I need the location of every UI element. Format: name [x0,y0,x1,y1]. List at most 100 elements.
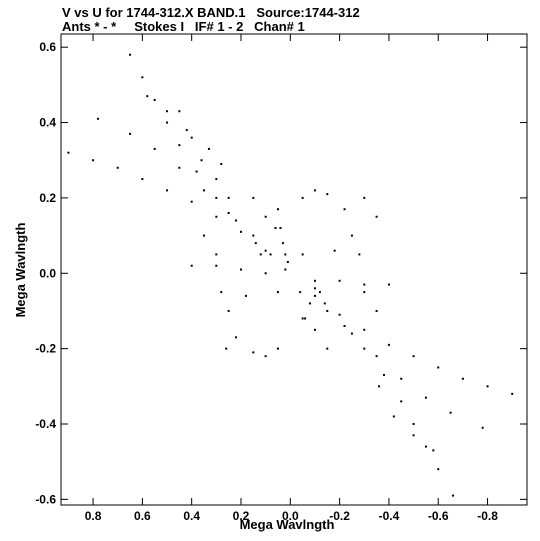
data-point [301,196,304,199]
data-point [343,325,346,328]
data-point [227,309,230,312]
y-tick-label: -0.6 [35,492,56,506]
data-point [284,253,287,256]
data-point [259,253,262,256]
plot-frame [60,33,528,506]
data-point [323,302,326,305]
x-tick-label: -0.8 [477,509,498,523]
data-point [153,147,156,150]
data-point [264,355,267,358]
x-tick-label: 0.4 [183,509,200,523]
data-point [313,287,316,290]
data-point [481,426,484,429]
data-point [269,253,272,256]
data-point [350,234,353,237]
data-point [195,170,198,173]
data-point [299,291,302,294]
x-tick-label: -0.2 [329,509,350,523]
data-point [178,144,181,147]
data-point [392,415,395,418]
data-point [252,196,255,199]
data-point [304,317,307,320]
data-point [309,302,312,305]
data-point [437,366,440,369]
data-point [363,328,366,331]
data-point [412,355,415,358]
data-point [452,494,455,497]
data-point [185,129,188,132]
data-point [286,260,289,263]
data-point [281,242,284,245]
chart-subtitle: Ants * - * Stokes I IF# 1 - 2 Chan# 1 [62,19,305,34]
data-point [301,317,304,320]
data-point [432,449,435,452]
y-axis-label: Mega Wavlngth [13,223,28,318]
data-point [363,347,366,350]
x-tick-label: 0.2 [233,509,250,523]
data-point [343,208,346,211]
data-point [301,253,304,256]
data-point [424,445,427,448]
data-point [96,117,99,120]
data-point [313,328,316,331]
data-point [203,234,206,237]
data-point [412,422,415,425]
data-point [215,253,218,256]
data-point [141,76,144,79]
data-point [511,392,514,395]
data-point [449,411,452,414]
data-point [92,159,95,162]
data-point [239,230,242,233]
data-point [378,385,381,388]
data-point [358,253,361,256]
y-tick-label: -0.2 [35,342,56,356]
data-point [220,291,223,294]
data-point [276,347,279,350]
data-point [461,377,464,380]
y-tick-label: 0.0 [39,266,56,280]
data-point [363,283,366,286]
y-tick-label: 0.6 [39,40,56,54]
data-point [252,234,255,237]
data-point [153,98,156,101]
data-point [326,309,329,312]
data-point [129,53,132,56]
data-point [424,396,427,399]
data-point [274,227,277,230]
y-tick-label: 0.4 [39,116,56,130]
data-point [215,196,218,199]
y-ticks: 0.6 0.4 0.2 0.0 -0.2 -0.4 -0.6 [35,40,527,506]
x-tick-label: -0.4 [379,509,400,523]
x-tick-label: -0.6 [428,509,449,523]
data-point [178,110,181,113]
data-point [254,242,257,245]
data-point [326,347,329,350]
data-point [486,385,489,388]
data-point [284,268,287,271]
chart-title: V vs U for 1744-312.X BAND.1 Source:1744… [62,5,360,20]
data-point [220,162,223,165]
data-point [387,283,390,286]
data-point [235,219,238,222]
data-point [382,374,385,377]
data-point [375,355,378,358]
x-ticks: 0.8 0.6 0.4 0.2 0.0 -0.2 -0.4 -0.6 -0.8 [85,34,498,523]
data-point [190,264,193,267]
data-point [190,200,193,203]
data-point [338,313,341,316]
data-point [166,110,169,113]
data-point [350,332,353,335]
data-point [437,468,440,471]
data-point [190,136,193,139]
data-point [239,268,242,271]
data-point [252,351,255,354]
data-point [178,166,181,169]
data-point [225,347,228,350]
data-point [264,215,267,218]
data-point [375,309,378,312]
data-point [400,400,403,403]
data-point [264,249,267,252]
data-point [387,343,390,346]
data-point [203,189,206,192]
